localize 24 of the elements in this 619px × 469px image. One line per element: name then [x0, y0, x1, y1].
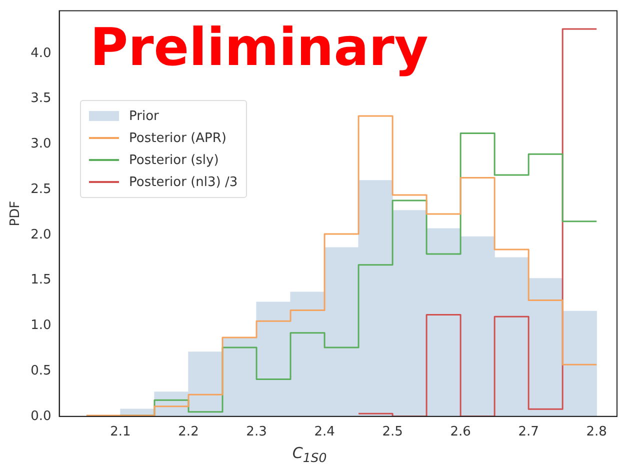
y-tick-label: 0.5 [30, 363, 52, 378]
x-tick-label: 2.3 [246, 424, 267, 440]
y-tick-label: 3.0 [30, 136, 52, 152]
y-axis-title: PDF [8, 200, 24, 226]
y-tick-label: 1.0 [30, 318, 52, 334]
x-tick-label: 2.8 [586, 424, 607, 440]
x-tick-label: 2.4 [314, 424, 335, 440]
y-tick-label: 1.5 [30, 272, 52, 288]
y-tick-label: 3.5 [30, 91, 52, 106]
legend-label: Posterior (nl3) /3 [129, 174, 238, 190]
legend-label: Posterior (APR) [129, 130, 226, 146]
x-tick-label: 2.5 [382, 424, 403, 440]
legend-label: Prior [129, 108, 159, 124]
y-tick-label: 2.5 [30, 182, 52, 197]
annotation: Preliminary [90, 18, 428, 78]
x-tick-label: 2.6 [450, 424, 471, 440]
x-tick-label: 2.7 [518, 424, 539, 440]
y-tick-label: 0.0 [30, 408, 52, 424]
legend-label: Posterior (sly) [129, 152, 219, 168]
x-axis-title: C$_{1S0}$ [291, 444, 328, 465]
x-tick-label: 2.2 [178, 424, 199, 440]
y-tick-label: 4.0 [30, 46, 52, 61]
x-tick-label: 2.1 [110, 424, 131, 440]
y-tick-label: 2.0 [30, 227, 52, 242]
